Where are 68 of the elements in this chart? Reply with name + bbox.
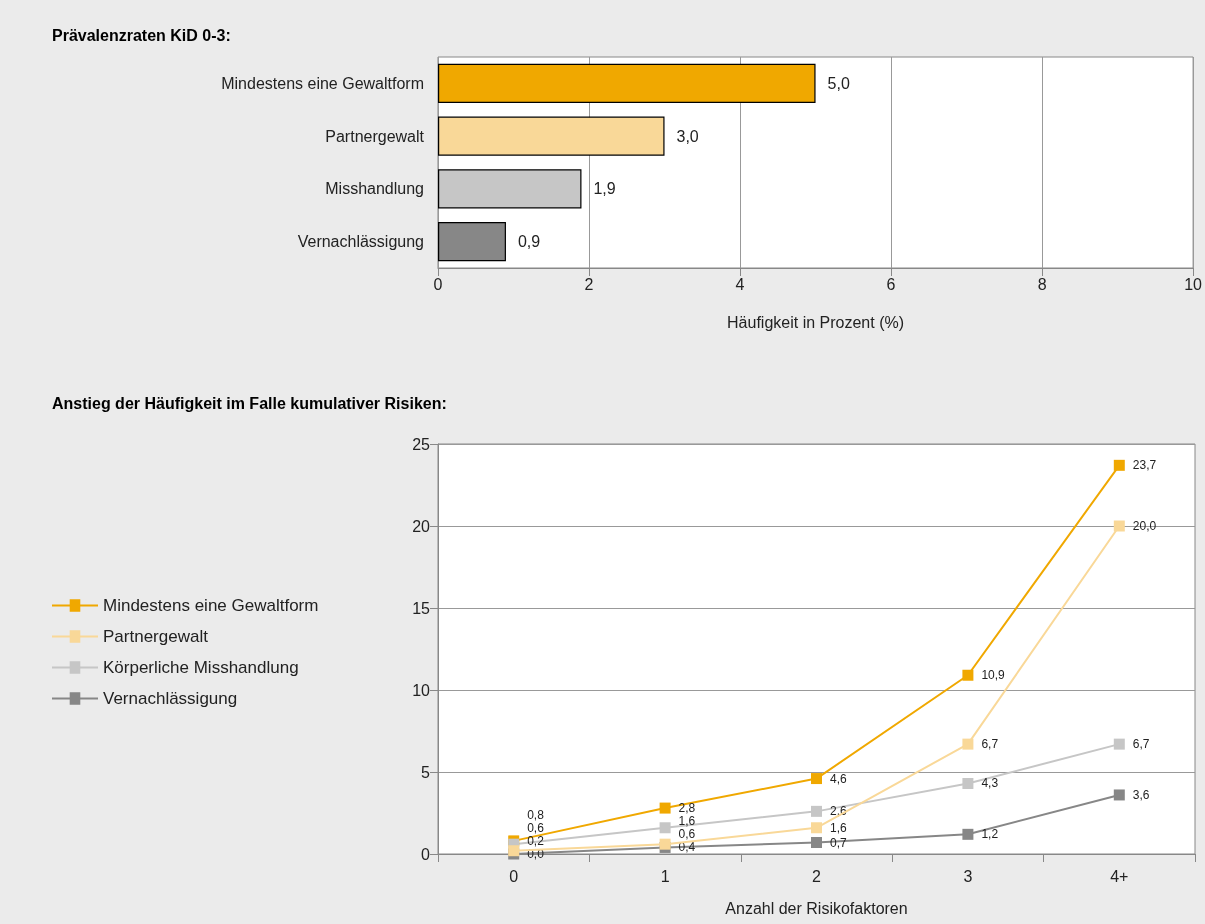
y-tick-label: 15 — [412, 599, 431, 617]
data-label: 4,3 — [981, 776, 999, 791]
point — [1113, 738, 1125, 750]
point — [962, 828, 974, 840]
data-label: 0,8 — [527, 808, 545, 822]
x-axis-title: Häufigkeit in Prozent (%) — [727, 313, 905, 331]
y-tick-label: Mindestens eine Gewaltform — [221, 74, 424, 92]
data-label: 20,0 — [1132, 519, 1157, 533]
data-label: 10,9 — [981, 668, 1006, 683]
legend-label: Körperliche Misshandlung — [103, 658, 299, 677]
data-label: 23,7 — [1132, 458, 1157, 473]
data-label: 3,0 — [676, 127, 699, 145]
data-label: 1,6 — [830, 820, 848, 835]
legend-label: Partnergewalt — [103, 627, 209, 646]
x-tick-label: 0 — [433, 275, 443, 293]
data-label: 6,7 — [1132, 737, 1150, 752]
bar — [438, 63, 816, 103]
point — [659, 822, 671, 834]
x-tick-label: 8 — [1037, 275, 1047, 293]
x-tick-label: 6 — [886, 275, 896, 293]
data-label: 5,0 — [827, 74, 850, 92]
data-label: 0,2 — [527, 834, 545, 848]
text: Anstieg der Häufigkeit im Falle kumulativer Risiken: — [52, 394, 447, 412]
y-tick-label: 25 — [412, 435, 431, 453]
x-tick-label: 2 — [812, 867, 822, 885]
data-label: 0,6 — [678, 827, 696, 842]
data-label: 0,6 — [527, 821, 545, 835]
x-tick-label: 10 — [1184, 275, 1203, 293]
bar — [438, 116, 665, 156]
data-label: 4,6 — [830, 771, 848, 786]
legend-label: Vernachlässigung — [103, 689, 238, 708]
x-tick-label: 2 — [584, 275, 594, 293]
y-tick-label: 0 — [421, 845, 431, 863]
point — [1113, 459, 1125, 471]
data-label: 2,6 — [830, 804, 848, 819]
point — [962, 777, 974, 789]
x-tick-label: 4 — [735, 275, 745, 293]
data-label: 1,9 — [593, 180, 616, 198]
point — [811, 773, 822, 785]
point — [1113, 789, 1125, 801]
point — [811, 837, 822, 849]
y-tick-label: 5 — [421, 763, 431, 781]
point — [659, 802, 671, 814]
y-tick-label: 20 — [412, 517, 431, 535]
data-label: 1,6 — [678, 814, 696, 829]
point — [962, 738, 974, 750]
data-label: 0,9 — [517, 233, 541, 251]
data-label: 0,7 — [830, 835, 848, 850]
y-tick-label: 10 — [412, 681, 431, 699]
y-tick-label: Vernachlässigung — [297, 233, 424, 251]
data-label: 6,7 — [981, 737, 999, 752]
point — [811, 822, 822, 834]
legend-label: Mindestens eine Gewaltform — [103, 596, 319, 615]
point — [811, 805, 822, 817]
point — [1113, 520, 1125, 532]
y-tick-label: Partnergewalt — [325, 127, 425, 145]
point — [962, 669, 974, 681]
data-label: 1,2 — [981, 827, 999, 842]
x-tick-label: 0 — [509, 867, 519, 885]
data-label: 2,8 — [678, 801, 696, 816]
bar — [438, 169, 582, 209]
x-tick-label: 3 — [963, 867, 973, 885]
x-tick-label: 4+ — [1110, 867, 1129, 885]
x-axis-title: Anzahl der Risikofaktoren — [725, 899, 908, 917]
data-label: 3,6 — [1132, 787, 1150, 802]
x-tick-label: 1 — [660, 867, 670, 885]
y-tick-label: Misshandlung — [325, 180, 424, 198]
text: Prävalenzraten KiD 0-3: — [52, 26, 231, 44]
